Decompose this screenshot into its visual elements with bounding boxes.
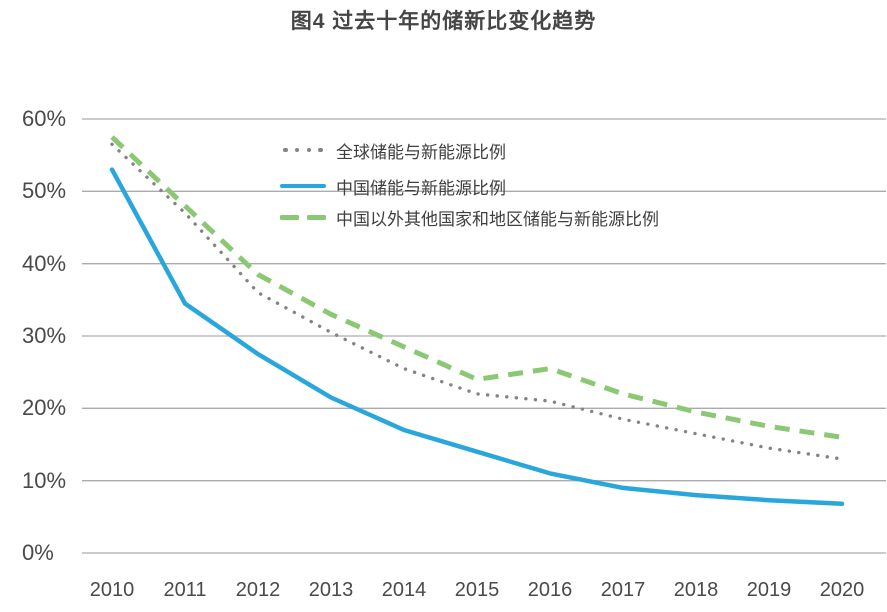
legend-item-ex-china: 中国以外其他国家和地区储能与新能源比例 — [280, 206, 659, 229]
x-tick-label-2018: 2018 — [673, 579, 719, 601]
x-tick-label-2016: 2016 — [527, 579, 573, 601]
x-tick-label-2017: 2017 — [600, 579, 646, 601]
x-tick-label-2011: 2011 — [163, 579, 207, 601]
y-tick-label-40: 40% — [22, 251, 67, 276]
y-tick-label-60: 60% — [22, 106, 67, 131]
y-tick-label-50: 50% — [22, 178, 67, 203]
gridlines — [82, 118, 886, 554]
chart-title: 图4 过去十年的储新比变化趋势 — [290, 10, 597, 33]
solid-line-sample-icon — [280, 183, 326, 189]
x-tick-label-2012: 2012 — [235, 579, 281, 601]
dotted-line-sample-icon — [280, 147, 326, 153]
y-tick-label-30: 30% — [22, 323, 67, 348]
legend-item-china: 中国储能与新能源比例 — [280, 175, 506, 198]
x-tick-label-2015: 2015 — [454, 579, 500, 601]
x-tick-label-2014: 2014 — [381, 579, 427, 601]
legend-label-global: 全球储能与新能源比例 — [336, 142, 506, 162]
y-tick-label-10: 10% — [22, 468, 67, 493]
legend-item-global: 全球储能与新能源比例 — [280, 139, 506, 162]
dashed-line-sample-icon — [280, 214, 326, 220]
x-tick-label-2010: 2010 — [89, 579, 135, 601]
data-lines — [109, 135, 845, 507]
y-tick-label-20: 20% — [22, 395, 67, 420]
legend-label-china: 中国储能与新能源比例 — [336, 178, 506, 198]
series-line-1 — [109, 167, 845, 507]
x-tick-label-2020: 2020 — [819, 579, 865, 601]
legend-label-ex-china: 中国以外其他国家和地区储能与新能源比例 — [336, 209, 659, 229]
series-line-0 — [110, 142, 844, 461]
x-tick-label-2013: 2013 — [308, 579, 354, 601]
x-tick-label-2019: 2019 — [746, 579, 792, 601]
y-tick-label-0: 0% — [22, 540, 54, 565]
